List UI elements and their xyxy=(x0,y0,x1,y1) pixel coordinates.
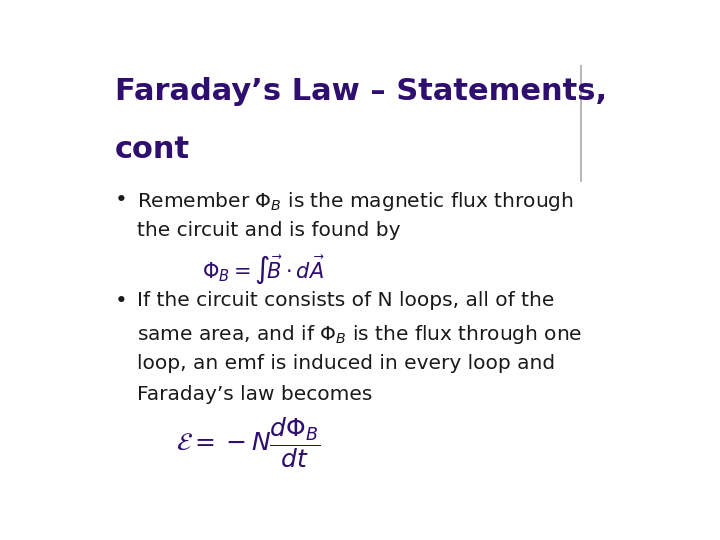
Text: If the circuit consists of N loops, all of the: If the circuit consists of N loops, all … xyxy=(138,292,555,310)
Text: the circuit and is found by: the circuit and is found by xyxy=(138,221,401,240)
Text: Remember $\Phi_B$ is the magnetic flux through: Remember $\Phi_B$ is the magnetic flux t… xyxy=(138,190,574,213)
Text: Faraday’s Law – Statements,: Faraday’s Law – Statements, xyxy=(115,77,607,106)
Text: loop, an emf is induced in every loop and: loop, an emf is induced in every loop an… xyxy=(138,354,556,373)
Text: $\mathcal{E} = -N\dfrac{d\Phi_B}{dt}$: $\mathcal{E} = -N\dfrac{d\Phi_B}{dt}$ xyxy=(176,416,321,470)
Text: cont: cont xyxy=(115,136,190,165)
Text: •: • xyxy=(115,292,128,312)
Text: Faraday’s law becomes: Faraday’s law becomes xyxy=(138,385,373,404)
Text: $\Phi_B = \int\!\vec{B}\cdot d\vec{A}$: $\Phi_B = \int\!\vec{B}\cdot d\vec{A}$ xyxy=(202,254,325,286)
Text: •: • xyxy=(115,190,128,210)
Text: same area, and if $\Phi_B$ is the flux through one: same area, and if $\Phi_B$ is the flux t… xyxy=(138,322,582,346)
